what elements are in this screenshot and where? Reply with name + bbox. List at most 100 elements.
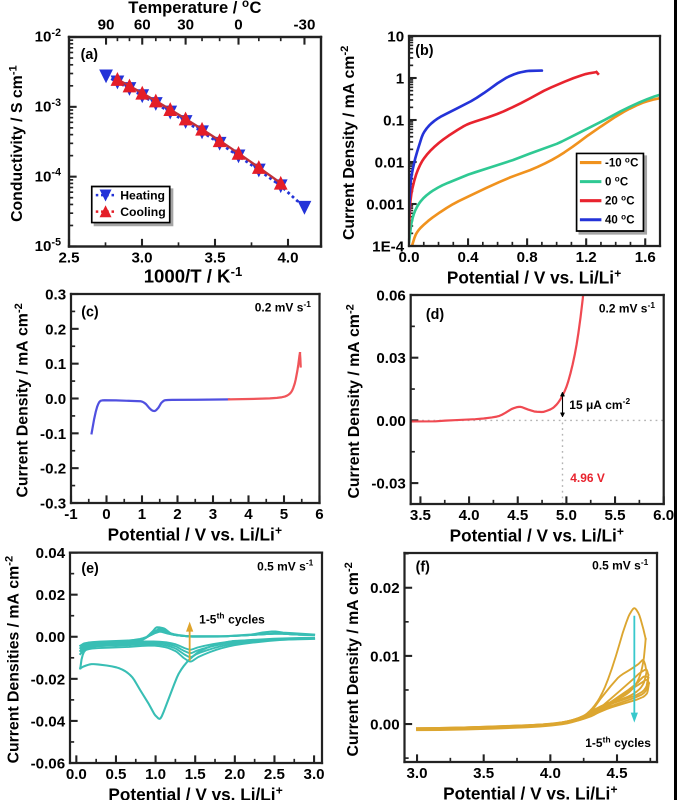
svg-text:6: 6: [315, 506, 323, 523]
svg-text:(f): (f): [416, 559, 431, 575]
svg-text:0 . 5: 0 . 5 m V s - 1: [257, 546, 315, 576]
svg-text:Cooling: Cooling: [120, 205, 165, 219]
svg-text:0.1: 0.1: [383, 112, 404, 129]
svg-text:4.5: 4.5: [507, 507, 528, 524]
svg-text:0.06: 0.06: [376, 287, 405, 304]
svg-text:1: 1: [396, 70, 404, 87]
svg-text:-1: -1: [64, 506, 77, 523]
svg-text:3.0: 3.0: [131, 249, 152, 266]
svg-text:0.02: 0.02: [36, 587, 65, 604]
svg-text:0.03: 0.03: [376, 350, 405, 367]
svg-text:-0.06: -0.06: [31, 755, 65, 772]
svg-text:(d): (d): [426, 307, 444, 323]
svg-text:(c): (c): [81, 305, 99, 321]
svg-text:1 - 5: 1 - 5 c y c l e s t h: [585, 723, 657, 753]
svg-text:90: 90: [98, 17, 115, 34]
svg-text:0.00: 0.00: [370, 717, 399, 734]
svg-text:-30: -30: [294, 17, 316, 34]
svg-text:0.00: 0.00: [376, 413, 405, 430]
svg-text:3: 3: [209, 506, 217, 523]
svg-text:1 0 0 0: 1 0 0 0 / T / K - 1: [144, 256, 242, 288]
svg-text:- 1 0: - 1 0 C o: [605, 147, 645, 172]
svg-text:3.5: 3.5: [473, 765, 494, 782]
svg-text:0.8: 0.8: [517, 249, 538, 266]
svg-text:-0.2: -0.2: [40, 461, 66, 478]
svg-text:-0.3: -0.3: [40, 495, 66, 512]
svg-text:P o t e: P o t e n t i a l / V v s . L i / L i: [450, 522, 624, 547]
svg-text:0.2: 0.2: [45, 321, 66, 338]
svg-text:3.5: 3.5: [410, 507, 431, 524]
svg-text:1E-4: 1E-4: [372, 238, 405, 255]
svg-text:0.4: 0.4: [458, 249, 480, 266]
svg-text:2.0: 2.0: [224, 766, 245, 783]
svg-text:1 0 -: 1 0 - 4: [35, 156, 62, 187]
svg-text:60: 60: [134, 17, 151, 34]
svg-text:0.01: 0.01: [370, 648, 399, 665]
svg-text:P o t e: P o t e n t i a l / V v s . L i / L i: [108, 781, 282, 800]
svg-text:4.0: 4.0: [540, 765, 561, 782]
svg-text:5: 5: [280, 506, 288, 523]
svg-text:1 - 5: 1 - 5 c y c l e s t h: [199, 599, 271, 629]
svg-text:1.6: 1.6: [635, 249, 656, 266]
svg-text:4: 4: [244, 506, 253, 523]
svg-text:4.0: 4.0: [459, 507, 480, 524]
svg-text:3.0: 3.0: [304, 766, 325, 783]
svg-text:0.3: 0.3: [45, 286, 66, 303]
svg-text:1.0: 1.0: [145, 766, 166, 783]
svg-text:5.5: 5.5: [605, 507, 626, 524]
svg-text:5.0: 5.0: [556, 507, 577, 524]
svg-text:3.0: 3.0: [407, 765, 428, 782]
svg-text:1 0 -: 1 0 - 2: [35, 16, 62, 47]
svg-text:P o t e: P o t e n t i a l / V v s . L i / L i: [443, 780, 617, 800]
svg-text:0.5: 0.5: [105, 766, 126, 783]
svg-text:0.02: 0.02: [370, 580, 399, 597]
svg-text:C u r r: C u r r e n t D e n s i t y / m A c m: [332, 562, 363, 756]
svg-text:4.96 V: 4.96 V: [570, 471, 605, 485]
svg-text:1: 1: [138, 506, 146, 523]
svg-text:1 0 -: 1 0 - 5: [35, 225, 62, 256]
svg-text:30: 30: [177, 17, 194, 34]
svg-text:(e): (e): [81, 561, 99, 577]
svg-text:4.5: 4.5: [606, 765, 627, 782]
svg-text:C u r r: C u r r e n t D e n s i t y / m A c m: [2, 303, 33, 497]
svg-text:4.0: 4.0: [277, 249, 298, 266]
svg-text:C u r r: C u r r e n t D e n s i t i e s / m A: [0, 556, 23, 764]
svg-text:2.5: 2.5: [58, 249, 79, 266]
svg-text:1.2: 1.2: [576, 249, 597, 266]
svg-text:0.01: 0.01: [375, 154, 404, 171]
svg-text:-0.03: -0.03: [371, 476, 405, 493]
svg-text:0.1: 0.1: [45, 356, 66, 373]
svg-text:C o n d: C o n d u c t i v i t y / S c m - 1: [0, 65, 27, 222]
svg-text:0.0: 0.0: [398, 249, 419, 266]
svg-text:2.5: 2.5: [264, 766, 285, 783]
svg-text:C u r r: C u r r e n t D e n s i t y / m A c m: [333, 304, 364, 498]
svg-text:0.0: 0.0: [45, 391, 66, 408]
svg-text:Heating: Heating: [120, 188, 165, 202]
svg-text:1.5: 1.5: [185, 766, 206, 783]
svg-text:P o t e: P o t e n t i a l / V v s . L i / L i: [108, 521, 282, 546]
svg-text:P o t e: P o t e n t i a l / V v s . L i / L i: [447, 264, 621, 289]
svg-text:(a): (a): [81, 47, 99, 63]
svg-text:C u r r: C u r r e n t D e n s i t y / m A c m: [328, 46, 359, 240]
svg-text:10: 10: [387, 28, 404, 45]
svg-text:(b): (b): [415, 43, 433, 59]
svg-text:-0.02: -0.02: [31, 671, 65, 688]
svg-text:0 . 2: 0 . 2 m V s - 1: [255, 287, 313, 317]
svg-text:0.001: 0.001: [366, 196, 404, 213]
svg-text:1 0 -: 1 0 - 3: [35, 86, 62, 117]
svg-text:T e m p: T e m p e r a t u r e / C o: [128, 0, 267, 18]
svg-text:0: 0: [234, 17, 242, 34]
svg-text:0.04: 0.04: [36, 545, 66, 562]
svg-text:0.00: 0.00: [36, 629, 65, 646]
svg-text:0.0: 0.0: [66, 766, 87, 783]
svg-text:0 . 2: 0 . 2 m V s - 1: [599, 288, 657, 318]
svg-text:3.5: 3.5: [204, 249, 225, 266]
svg-text:1 5 μ: 1 5 μ A c m - 2: [569, 384, 631, 414]
svg-text:4 0 C: 4 0 C o: [605, 204, 641, 229]
svg-text:0 C o: 0 C o: [605, 166, 634, 191]
svg-text:2 0 C: 2 0 C o: [605, 185, 641, 210]
svg-text:0 . 5: 0 . 5 m V s - 1: [592, 545, 650, 575]
svg-text:2: 2: [173, 506, 181, 523]
svg-text:6.0: 6.0: [653, 507, 674, 524]
svg-text:-0.1: -0.1: [40, 426, 66, 443]
